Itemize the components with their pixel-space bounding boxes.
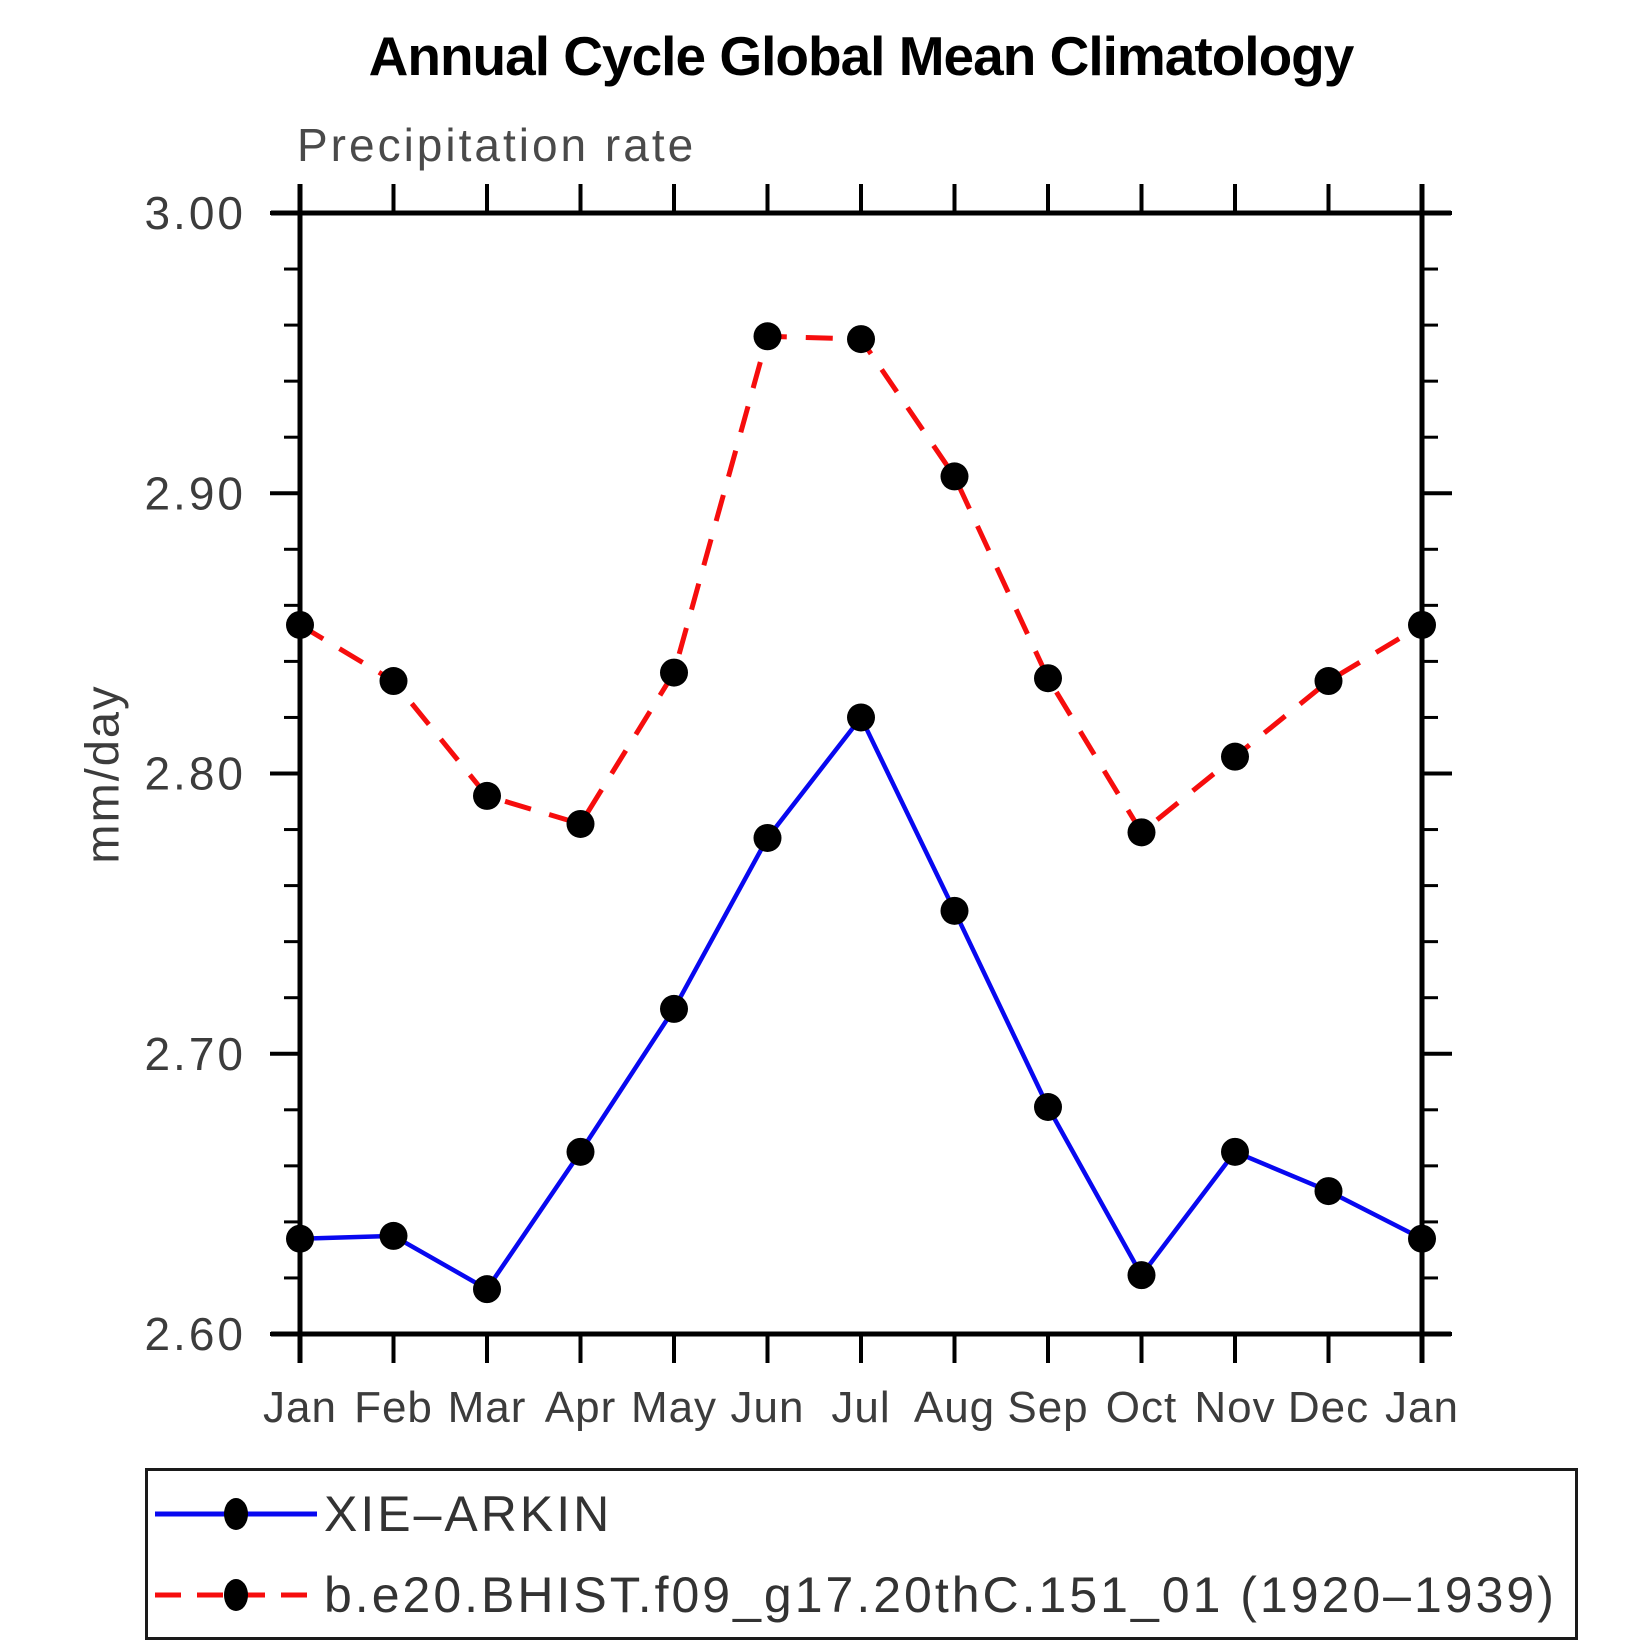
y-tick-label: 2.60	[144, 1308, 246, 1360]
legend-marker-dot	[224, 1578, 248, 1611]
series-line-1	[298, 333, 1424, 835]
data-point-marker	[1127, 1261, 1156, 1290]
x-tick-label: Jan	[1385, 1383, 1459, 1432]
x-tick-label: Jun	[731, 1383, 805, 1432]
data-point-marker	[1221, 742, 1249, 771]
data-point-marker	[473, 1275, 501, 1304]
data-point-marker	[847, 703, 875, 732]
y-tick-label: 3.00	[144, 187, 246, 239]
x-tick-label: Nov	[1194, 1383, 1275, 1432]
data-point-marker	[1314, 1177, 1343, 1206]
legend-row-model: b.e20.BHIST.f09_g17.20thC.151_01 (1920–1…	[152, 1556, 1575, 1633]
data-point-marker	[286, 610, 314, 639]
legend-marker-dot	[224, 1497, 248, 1530]
y-tick-label: 2.70	[144, 1028, 246, 1080]
data-point-marker	[753, 823, 782, 852]
data-point-marker	[1034, 664, 1062, 693]
data-point-marker	[847, 325, 875, 354]
legend-sample-dashed-line	[155, 1578, 317, 1611]
data-point-marker	[379, 1221, 408, 1250]
data-point-marker	[379, 667, 408, 696]
x-tick-label: Sep	[1007, 1383, 1088, 1432]
data-point-marker	[1408, 610, 1436, 639]
legend-row-xie-arkin: XIE–ARKIN	[152, 1475, 1575, 1552]
data-point-marker	[753, 322, 782, 351]
data-point-marker	[566, 809, 595, 838]
x-tick-label: Feb	[354, 1383, 433, 1432]
y-tick-label: 2.80	[144, 748, 246, 800]
data-point-marker	[660, 658, 688, 687]
data-point-marker	[566, 1137, 595, 1166]
chart-title: Annual Cycle Global Mean Climatology	[368, 25, 1355, 87]
data-point-marker	[473, 781, 501, 810]
x-tick-label: Oct	[1106, 1383, 1177, 1432]
x-tick-label: May	[631, 1383, 717, 1432]
series-line-0	[299, 715, 1424, 1292]
legend-label-xie-arkin: XIE–ARKIN	[324, 1485, 613, 1542]
data-point-marker	[1034, 1092, 1062, 1121]
data-point-marker	[660, 994, 688, 1023]
legend-box: XIE–ARKIN b.e20.BHIST.f09_g17.20thC.151_…	[145, 1468, 1578, 1640]
x-tick-label: Jul	[831, 1383, 890, 1432]
data-point-marker	[1221, 1137, 1249, 1166]
data-point-marker	[286, 1224, 314, 1253]
legend-sample-solid-line	[155, 1497, 317, 1530]
data-point-marker	[940, 896, 969, 925]
x-tick-label: Mar	[448, 1383, 527, 1432]
x-tick-label: Apr	[545, 1383, 616, 1432]
data-point-marker	[1314, 667, 1343, 696]
x-tick-label: Aug	[914, 1383, 995, 1432]
x-tick-label: Dec	[1288, 1383, 1369, 1432]
data-point-marker	[940, 462, 969, 491]
data-point-marker	[1127, 818, 1156, 847]
y-tick-label: 2.90	[144, 467, 246, 519]
legend-label-model: b.e20.BHIST.f09_g17.20thC.151_01 (1920–1…	[324, 1566, 1557, 1623]
data-point-marker	[1408, 1224, 1436, 1253]
chart-subtitle: Precipitation rate	[297, 119, 697, 171]
x-tick-label: Jan	[263, 1383, 337, 1432]
